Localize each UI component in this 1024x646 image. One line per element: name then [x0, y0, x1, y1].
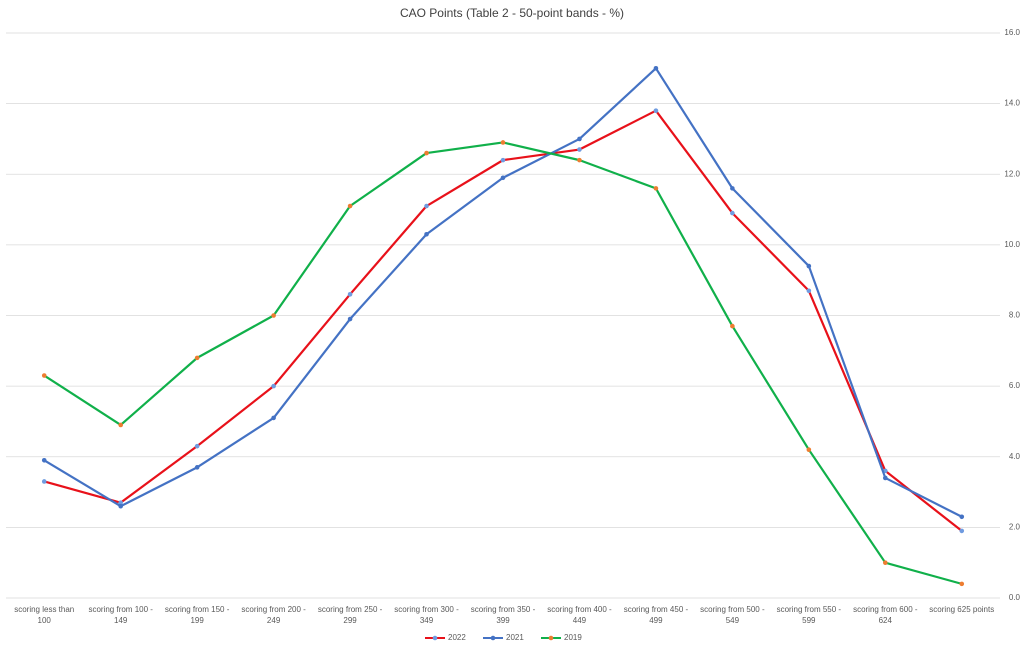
marker: [347, 316, 353, 322]
marker: [500, 140, 506, 145]
legend-marker: [548, 635, 554, 641]
x-tick-label: scoring from 250 - 299: [317, 605, 383, 625]
x-tick-label: scoring from 350 - 399: [470, 605, 536, 625]
x-tick-label: scoring from 100 - 149: [88, 605, 153, 625]
marker: [194, 465, 200, 470]
y-tick-label: 6.0: [1009, 381, 1021, 390]
y-tick-label: 2.0: [1009, 522, 1021, 531]
marker: [424, 203, 429, 209]
marker: [806, 447, 812, 452]
y-tick-label: 12.0: [1004, 169, 1020, 178]
marker: [730, 210, 735, 216]
x-tick-label: scoring less than 100: [14, 605, 75, 625]
marker: [347, 203, 353, 209]
marker: [41, 479, 47, 484]
x-tick-label: scoring from 300 - 349: [394, 605, 459, 625]
y-tick-label: 10.0: [1004, 240, 1020, 249]
marker: [271, 415, 276, 421]
x-tick-label: scoring from 200 - 249: [241, 605, 306, 625]
marker: [500, 157, 506, 163]
marker: [730, 323, 735, 329]
y-tick-label: 14.0: [1004, 99, 1020, 108]
y-tick-label: 16.0: [1004, 28, 1020, 37]
marker: [424, 150, 429, 156]
chart-title: CAO Points (Table 2 - 50-point bands - %…: [400, 6, 624, 20]
marker: [424, 231, 429, 237]
x-tick-label: scoring from 600 - 624: [853, 605, 918, 625]
marker: [730, 186, 735, 191]
line: [43, 67, 963, 518]
x-tick-label: scoring from 550 - 599: [776, 605, 842, 625]
y-tick-label: 8.0: [1009, 311, 1021, 320]
marker: [118, 422, 123, 428]
marker: [653, 186, 659, 191]
marker: [271, 383, 276, 389]
marker: [883, 475, 888, 481]
y-tick-label: 0.0: [1009, 593, 1021, 602]
legend-label: 2022: [448, 633, 466, 642]
marker: [500, 175, 506, 181]
legend-label: 2021: [506, 633, 524, 642]
x-tick-label: scoring 625 points: [929, 605, 995, 614]
legend-label: 2019: [564, 633, 582, 642]
marker: [271, 313, 276, 318]
legend-marker: [432, 635, 438, 641]
x-tick-label: scoring from 150 - 199: [164, 605, 230, 625]
marker: [347, 292, 353, 297]
x-tick-label: scoring from 400 - 449: [547, 605, 612, 625]
marker: [806, 288, 812, 294]
marker: [41, 457, 47, 463]
marker: [118, 503, 123, 509]
marker: [959, 528, 965, 534]
marker: [883, 560, 888, 565]
marker: [577, 147, 582, 152]
marker: [806, 263, 812, 269]
line: [43, 109, 963, 532]
marker: [577, 157, 582, 163]
line: [43, 141, 963, 585]
marker: [41, 373, 47, 378]
marker: [653, 108, 659, 113]
marker: [959, 514, 965, 520]
y-tick-label: 4.0: [1009, 452, 1021, 461]
marker: [194, 443, 200, 449]
marker: [118, 500, 123, 505]
marker: [653, 66, 659, 71]
x-tick-label: scoring from 500 - 549: [700, 605, 765, 625]
marker: [577, 136, 582, 142]
x-tick-label: scoring from 450 - 499: [623, 605, 689, 625]
marker: [194, 355, 200, 361]
legend-marker: [490, 635, 496, 641]
marker: [959, 581, 965, 587]
